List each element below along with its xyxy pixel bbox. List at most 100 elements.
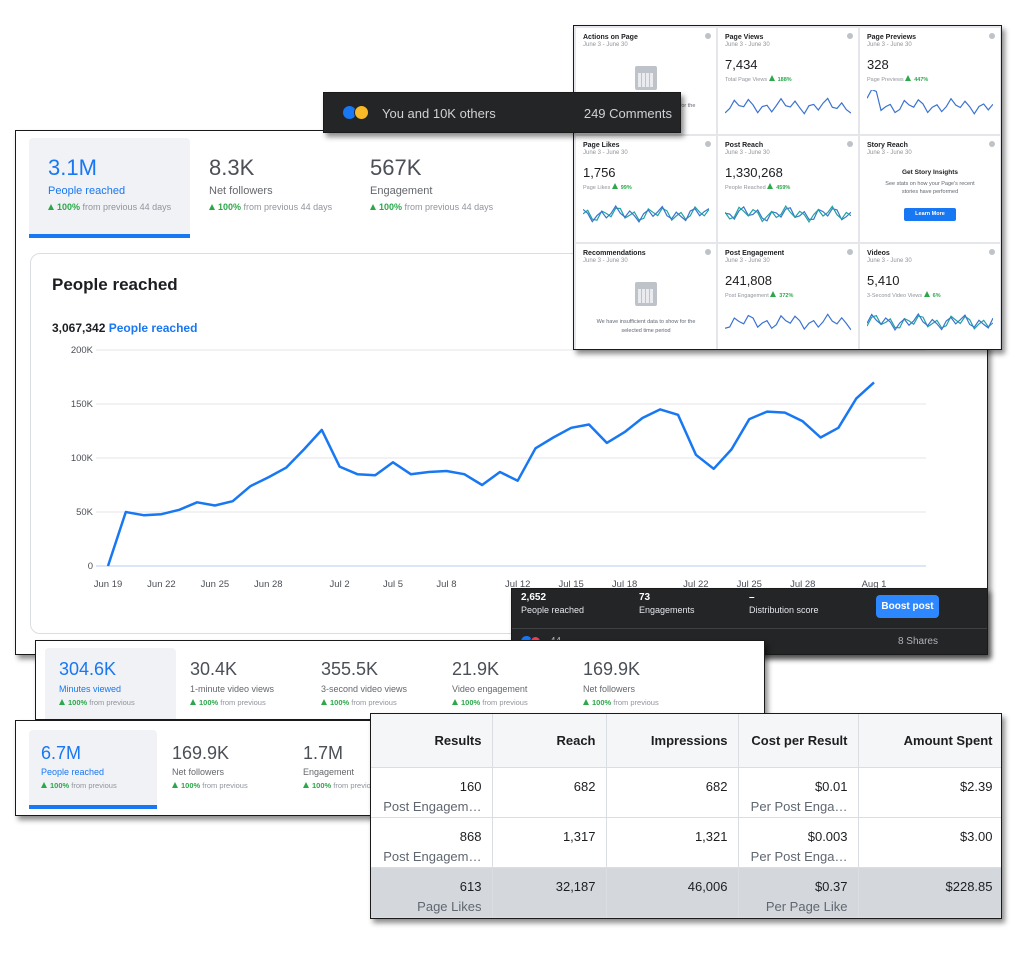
stat-label: Net followers [583,684,636,694]
insight-card[interactable]: Post Engagement June 3 - June 30 241,808 Po… [718,244,858,349]
stat-tab[interactable]: 3.1M People reached 100% from previous 44 … [29,138,190,238]
up-arrow [303,782,309,788]
table-cell: $3.00 [858,817,1001,868]
stat-change: 100% from previous [321,698,397,707]
cell-unit: Post Engagem… [383,798,482,814]
info-icon [989,249,995,255]
table-row: 613 Page Likes 32,187 46,006 $0.37 Per Page L… [371,867,1001,918]
change-percent: 100% [379,202,403,212]
card-date: June 3 - June 30 [725,150,770,156]
stat-tab[interactable]: 169.9K Net followers 100% from previous [569,648,700,719]
line-chart: 0 50K 100K 150K 200K Jun 19 Jun 22 Jun 25 Jun 28… [71,345,926,590]
cell-value: 32,187 [555,878,596,894]
stat-change: 100% from previous [41,781,117,790]
stat-tab[interactable]: 30.4K 1-minute video views 100% from previ… [176,648,307,719]
shares-count: 8 Shares [897,636,938,647]
chart-title: People reached [52,275,178,294]
sparkline [725,97,851,115]
cell-value: 613 [459,878,482,894]
table-row: 868 Post Engagem… 1,317 1,321 $0.003 Per Post… [371,817,1001,868]
x-tick-label: Jun 25 [201,579,230,590]
stat-tab[interactable]: 1.7M Engagement 100% from previous [291,730,379,809]
reactions-text[interactable]: You and 10K others [382,106,496,121]
stat-tab[interactable]: 304.6K Minutes viewed 100% from previous [45,648,176,719]
x-tick-label: Jul 5 [383,579,403,590]
card-value: 7,434 [725,57,758,72]
info-icon [847,141,853,147]
selected-underline [29,234,190,238]
x-tick-label: Jul 12 [505,579,530,590]
stat-tab[interactable]: 567K Engagement 100% from previous 44 days [351,138,512,238]
card-date: June 3 - June 30 [867,42,912,48]
sparkline [583,204,709,223]
stat-value: 1.7M [303,743,344,763]
up-arrow [583,699,589,705]
stat-change: 3-Second Video Views 6% [867,291,941,299]
insight-card[interactable]: Page Previews June 3 - June 30 328 Page Pre… [860,28,1000,134]
insight-card[interactable]: Story Reach June 3 - June 30 Get Story Ins… [860,136,1000,242]
insight-card[interactable]: Page Likes June 3 - June 30 1,756 Page Like… [576,136,716,242]
learn-more-button[interactable]: Learn More [904,208,956,221]
card-value: 328 [867,57,889,72]
stat-value: 21.9K [452,659,500,679]
cell-value: 682 [705,778,728,794]
summary-stats-panel: 6.7M People reached 100% from previous 169.… [15,720,380,816]
change-note: from previous [333,781,379,790]
column-header: Cost per Result [738,714,859,768]
stat-value: 304.6K [59,659,117,679]
up-arrow [190,699,196,705]
change-note: from previous [71,781,117,790]
insight-card[interactable]: Recommendations June 3 - June 30 We have i… [576,244,716,349]
table-cell: 32,187 [492,867,607,918]
insight-card[interactable]: Page Views June 3 - June 30 7,434 Total Pag… [718,28,858,134]
change-percent: 447% [914,77,929,83]
data-line [106,381,875,567]
stat-tab[interactable]: 6.7M People reached 100% from previous [29,730,157,809]
table-cell: 613 Page Likes [371,867,493,918]
insight-card[interactable]: Videos June 3 - June 30 5,410 3-Second Vide… [860,244,1000,349]
stat-label: Minutes viewed [59,684,122,694]
stat-label: 1-minute video views [190,684,275,694]
up-arrow [768,75,775,81]
header-row: Results Reach Impressions Cost per Result Am… [371,714,1001,768]
comments-count[interactable]: 249 Comments [583,106,672,121]
change-percent: 188% [777,77,792,83]
change-label: 3-Second Video Views [867,293,923,299]
haha-icon [354,105,369,120]
card-title: Post Engagement [725,250,785,257]
cell-value: 160 [459,778,482,794]
info-icon [705,33,711,39]
up-arrow [452,699,458,705]
card-title: Page Previews [867,34,917,41]
stat-change: 100% from previous [303,781,379,790]
stat-tab[interactable]: 8.3K Net followers 100% from previous 44 d… [190,138,351,238]
boost-button[interactable]: Boost post [876,595,939,618]
card-value: 1,756 [583,165,616,180]
stat-value: 30.4K [190,659,238,679]
stat-value: 567K [370,155,422,180]
stat-change: 100% from previous [583,698,659,707]
card-title: Videos [867,250,890,257]
stat-tab[interactable]: 21.9K Video engagement 100% from previous [438,648,569,719]
sparkline-path [867,312,993,332]
change-note: from previous 44 days [82,202,172,212]
cell-value: $2.39 [959,778,993,794]
stat-change: Post Engagement 372% [725,291,793,299]
stat-label: Net followers [209,185,273,197]
video-stats-panel: 304.6K Minutes viewed 100% from previous 30… [35,640,765,720]
stat-label: Video engagement [452,684,528,694]
up-arrow [770,291,777,297]
insight-card[interactable]: Post Reach June 3 - June 30 1,330,268 Peopl… [718,136,858,242]
stat-tab[interactable]: 169.9K Net followers 100% from previous [160,730,288,809]
sparkline-path [725,313,851,331]
up-arrow [209,204,215,210]
card-date: June 3 - June 30 [583,258,628,264]
cell-value: 1,321 [694,828,728,844]
card-value: 5,410 [867,273,900,288]
sparkline-path [725,97,851,115]
stat-change: 100% from previous [172,781,248,790]
sparkline [867,90,993,115]
stat-tab[interactable]: 355.5K 3-second video views 100% from prev… [307,648,438,719]
x-tick-label: Jul 22 [683,579,708,590]
